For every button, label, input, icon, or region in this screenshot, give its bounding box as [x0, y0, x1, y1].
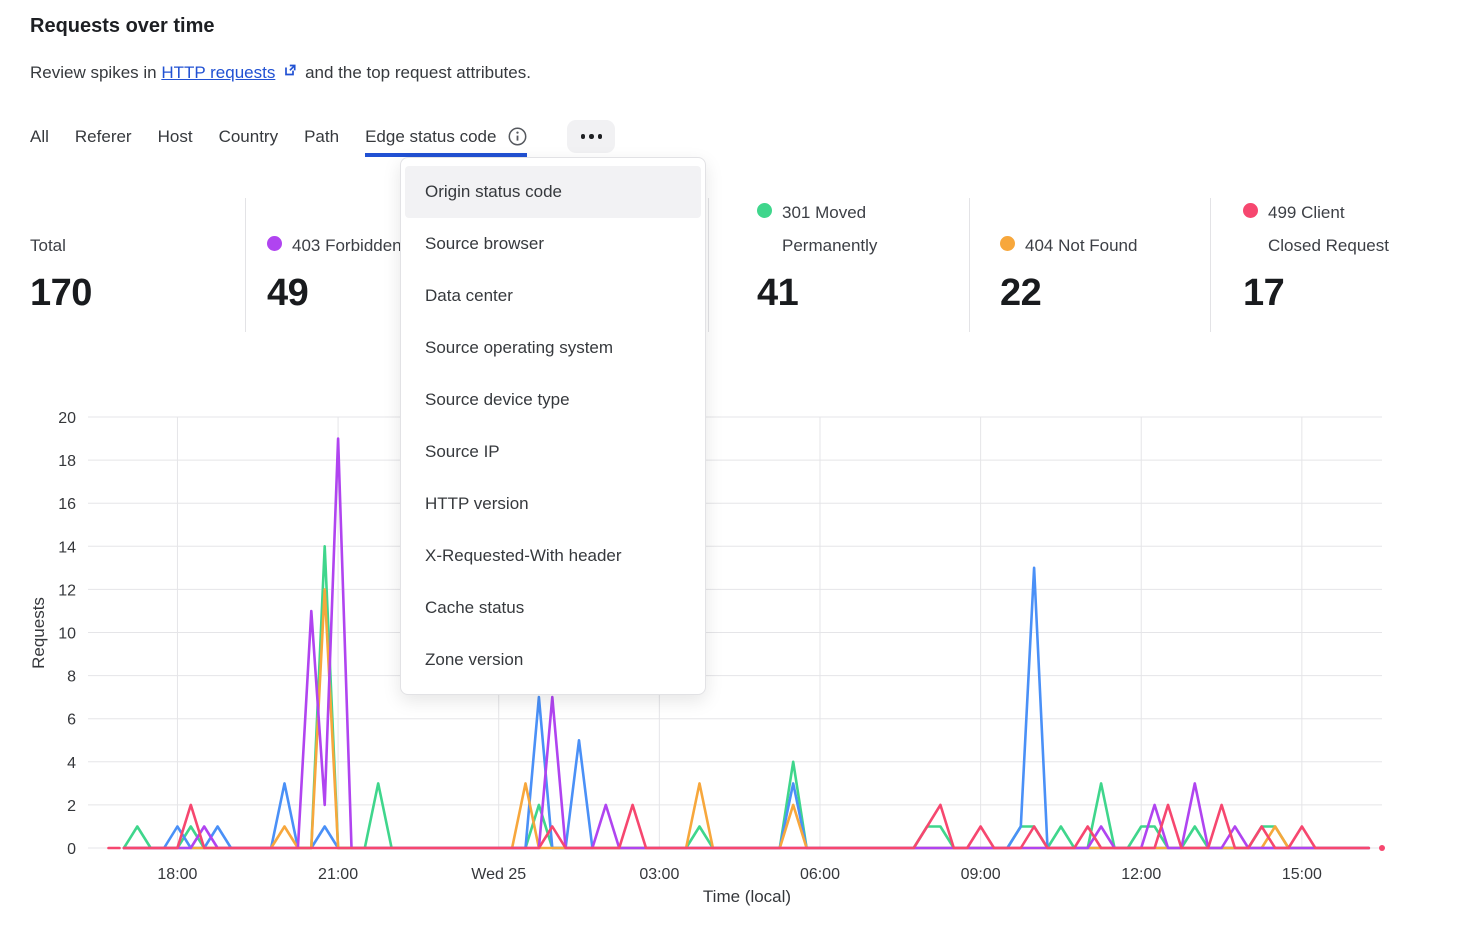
menu-item-cache-status[interactable]: Cache status — [425, 598, 525, 617]
series-end-dot-499-client-closed-request — [1379, 845, 1385, 851]
more-tabs-button[interactable] — [567, 120, 616, 153]
menu-item-source-ip[interactable]: Source IP — [425, 442, 500, 461]
stat-divider — [1210, 198, 1211, 332]
series-line-499-client-closed-request — [122, 803, 1371, 850]
y-tick-label: 12 — [58, 582, 76, 599]
tab-path[interactable]: Path — [304, 126, 340, 146]
subtitle: Review spikes in HTTP requests and the t… — [30, 62, 531, 83]
series-line-301-moved-permanently — [122, 544, 1371, 850]
legend-dot-301 — [757, 203, 772, 218]
attribute-dropdown-menu: Origin status code Source browser Data c… — [400, 157, 706, 695]
legend-dot-403 — [267, 236, 282, 251]
external-link-icon — [282, 62, 298, 83]
y-tick-label: 6 — [67, 712, 76, 729]
legend-dot-404 — [1000, 236, 1015, 251]
http-requests-link[interactable]: HTTP requests — [161, 62, 276, 82]
x-tick-label: 21:00 — [318, 866, 358, 883]
tab-edge-status-code[interactable]: Edge status code — [365, 125, 528, 157]
menu-item-data-center[interactable]: Data center — [425, 286, 513, 305]
x-tick-label: 15:00 — [1282, 866, 1322, 883]
x-tick-label: 06:00 — [800, 866, 840, 883]
stat-label: 404 Not Found — [1025, 236, 1138, 255]
y-tick-label: 0 — [67, 841, 76, 858]
tab-referer[interactable]: Referer — [74, 126, 132, 146]
stat-403-forbidden[interactable]: 403 Forbidden 49 — [267, 198, 402, 315]
stat-total: Total 170 — [30, 198, 92, 315]
menu-item-source-operating-system[interactable]: Source operating system — [425, 338, 614, 357]
x-tick-label: Wed 25 — [471, 866, 526, 883]
ellipsis-icon — [580, 134, 586, 139]
stat-label: Total — [30, 236, 66, 255]
active-tab-underline — [365, 152, 528, 157]
stat-value: 170 — [30, 272, 92, 314]
page-title: Requests over time — [30, 15, 215, 37]
y-tick-label: 18 — [58, 453, 76, 470]
series-line-unlabeled — [122, 566, 1371, 850]
attribute-tabs: All Referer Host Country Path Edge statu… — [30, 120, 616, 157]
stat-value: 22 — [1000, 272, 1042, 314]
subtitle-prefix: Review spikes in — [30, 62, 162, 82]
x-tick-label: 18:00 — [157, 866, 197, 883]
y-tick-label: 16 — [58, 496, 76, 513]
y-tick-label: 8 — [67, 669, 76, 686]
stat-value: 41 — [757, 272, 799, 314]
x-tick-label: 12:00 — [1121, 866, 1161, 883]
x-axis-title: Time (local) — [703, 887, 791, 906]
y-tick-label: 10 — [58, 626, 76, 643]
stat-value: 49 — [267, 272, 309, 314]
stat-value: 17 — [1243, 272, 1285, 314]
legend-dot-499 — [1243, 203, 1258, 218]
tab-country[interactable]: Country — [218, 126, 279, 146]
stat-label: 499 Client Closed Request — [1268, 203, 1389, 255]
tab-host[interactable]: Host — [157, 126, 193, 146]
menu-item-source-device-type[interactable]: Source device type — [425, 390, 570, 409]
info-icon[interactable] — [508, 127, 527, 146]
subtitle-suffix: and the top request attributes. — [300, 62, 531, 82]
stat-label: 403 Forbidden — [292, 236, 402, 255]
stat-label: 301 Moved Permanently — [782, 203, 878, 255]
stat-divider — [708, 198, 709, 332]
series-line-403-forbidden — [122, 437, 1371, 850]
y-tick-label: 4 — [67, 755, 76, 772]
menu-item-zone-version[interactable]: Zone version — [425, 650, 524, 669]
y-tick-label: 2 — [67, 798, 76, 815]
stat-301-moved-permanently[interactable]: 301 Moved Permanently 41 — [757, 198, 877, 315]
menu-item-http-version[interactable]: HTTP version — [425, 494, 529, 513]
stat-499-client-closed-request[interactable]: 499 Client Closed Request 17 — [1243, 198, 1389, 315]
stat-404-not-found[interactable]: 404 Not Found 22 — [1000, 198, 1137, 315]
stat-divider — [245, 198, 246, 332]
y-tick-label: 14 — [58, 539, 76, 556]
stat-divider — [969, 198, 970, 332]
menu-item-source-browser[interactable]: Source browser — [425, 234, 545, 253]
y-tick-label: 20 — [58, 410, 76, 427]
tab-all[interactable]: All — [30, 126, 49, 146]
x-tick-label: 09:00 — [961, 866, 1001, 883]
x-tick-label: 03:00 — [639, 866, 679, 883]
menu-item-origin-status-code[interactable]: Origin status code — [405, 166, 701, 218]
y-axis-title: Requests — [29, 597, 48, 669]
menu-item-x-requested-with-header[interactable]: X-Requested-With header — [425, 546, 622, 565]
